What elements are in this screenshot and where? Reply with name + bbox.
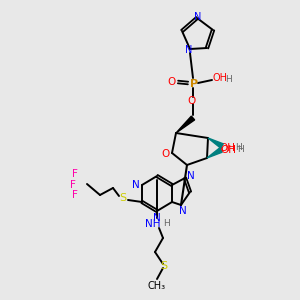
Text: F: F <box>72 190 78 200</box>
Text: P: P <box>190 79 198 89</box>
Text: S: S <box>160 261 168 271</box>
Polygon shape <box>207 148 222 158</box>
Text: H: H <box>237 146 243 154</box>
Text: O: O <box>167 77 175 87</box>
Text: CH₃: CH₃ <box>148 281 166 291</box>
Text: H: H <box>225 74 231 83</box>
Polygon shape <box>176 116 195 133</box>
Text: H: H <box>236 143 242 152</box>
Text: OH: OH <box>220 145 236 155</box>
Text: N: N <box>185 45 193 55</box>
Text: N: N <box>179 206 187 216</box>
Text: OH: OH <box>219 143 235 153</box>
Text: F: F <box>72 169 78 179</box>
Text: O: O <box>188 96 196 106</box>
Text: N: N <box>187 171 195 181</box>
Text: N: N <box>194 12 202 22</box>
Polygon shape <box>208 138 223 148</box>
Text: O: O <box>161 149 169 159</box>
Text: NH: NH <box>145 219 161 229</box>
Text: F: F <box>70 180 76 190</box>
Text: N: N <box>132 180 140 190</box>
Text: OH: OH <box>212 73 227 83</box>
Text: H: H <box>164 220 170 229</box>
Text: S: S <box>119 193 127 203</box>
Text: N: N <box>153 213 161 223</box>
